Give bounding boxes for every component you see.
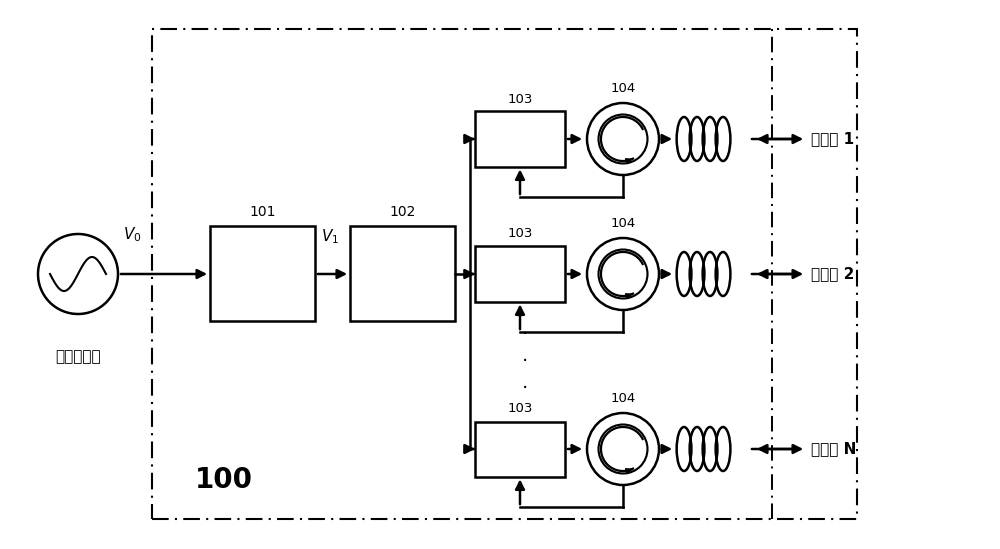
Text: 光调制: 光调制 — [390, 255, 415, 269]
Bar — [475, 247, 565, 301]
Bar — [350, 226, 455, 321]
Text: 103: 103 — [507, 402, 533, 416]
Text: 接收端 1: 接收端 1 — [811, 132, 854, 147]
Text: 模块: 模块 — [394, 285, 411, 300]
Text: 振荡器: 振荡器 — [250, 285, 275, 300]
Text: 接收端 N: 接收端 N — [811, 441, 856, 457]
Bar — [475, 422, 565, 477]
Text: 104: 104 — [610, 217, 636, 230]
Text: ·
·
·: · · · — [522, 326, 528, 397]
Text: 光耦合器: 光耦合器 — [504, 442, 536, 456]
Bar — [210, 226, 315, 321]
Text: 参考频率源: 参考频率源 — [55, 349, 101, 364]
Text: 光耦合器: 光耦合器 — [504, 267, 536, 281]
Text: $V_0$: $V_0$ — [123, 225, 142, 244]
Text: 104: 104 — [610, 82, 636, 95]
Text: 101: 101 — [249, 205, 276, 219]
Text: 100: 100 — [195, 466, 253, 494]
Text: 102: 102 — [389, 205, 416, 219]
Text: 接收端 2: 接收端 2 — [811, 266, 854, 282]
Text: 频率: 频率 — [254, 255, 271, 269]
Text: 103: 103 — [507, 92, 533, 105]
Text: 104: 104 — [610, 392, 636, 405]
Text: $V_1$: $V_1$ — [321, 227, 339, 246]
Text: 光耦合器: 光耦合器 — [504, 132, 536, 145]
Bar — [475, 111, 565, 166]
Text: 103: 103 — [507, 227, 533, 240]
Bar — [152, 29, 857, 519]
